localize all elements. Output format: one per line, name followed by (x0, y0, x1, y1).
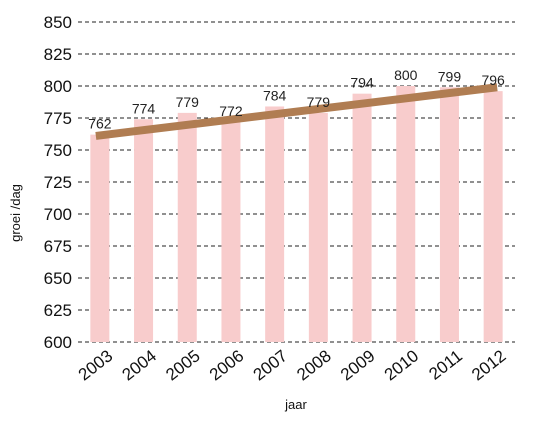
y-tick-label: 625 (44, 301, 72, 320)
trendline-group (95, 83, 498, 140)
x-tick-label: 2006 (206, 346, 248, 384)
x-tick-label: 2003 (75, 346, 117, 384)
data-label: 799 (438, 68, 462, 84)
bar (177, 112, 197, 342)
y-tick-label: 825 (44, 45, 72, 64)
bar (221, 121, 241, 342)
x-axis-ticks: 2003 2004 2005 2006 2007 2008 2009 2010 2011 2012 (75, 346, 510, 384)
bar (352, 93, 372, 343)
bars (90, 86, 503, 343)
y-tick-label: 800 (44, 77, 72, 96)
y-tick-label: 700 (44, 205, 72, 224)
y-tick-label: 600 (44, 333, 72, 352)
x-tick-label: 2011 (425, 346, 466, 383)
bar (308, 112, 328, 342)
x-axis-label: jaar (284, 397, 307, 412)
data-label: 794 (350, 75, 374, 91)
data-label: 779 (307, 94, 331, 110)
bar (134, 119, 154, 342)
x-tick-label: 2009 (337, 346, 379, 384)
data-labels: 762 774 779 772 784 779 794 800 799 796 (88, 67, 505, 132)
data-label: 796 (481, 72, 505, 88)
data-label: 762 (88, 116, 112, 132)
data-label: 800 (394, 67, 418, 83)
x-tick-label: 2008 (293, 346, 335, 384)
data-label: 772 (219, 103, 243, 119)
y-axis-label: groei /dag (8, 184, 23, 242)
x-tick-label: 2010 (381, 346, 423, 384)
bar (396, 86, 416, 342)
bar (90, 134, 110, 342)
bar (439, 87, 459, 342)
y-axis-ticks: 600 625 650 675 700 725 750 775 800 825 850 (44, 13, 72, 352)
x-tick-label: 2007 (250, 346, 292, 384)
trendline (95, 83, 498, 140)
y-tick-label: 650 (44, 269, 72, 288)
x-tick-label: 2005 (162, 346, 204, 384)
y-tick-label: 725 (44, 173, 72, 192)
x-tick-label: 2012 (468, 346, 510, 384)
bar (265, 106, 285, 342)
data-label: 779 (176, 94, 200, 110)
y-tick-label: 850 (44, 13, 72, 32)
y-tick-label: 750 (44, 141, 72, 160)
bar (483, 91, 503, 343)
data-label: 774 (132, 100, 156, 116)
y-tick-label: 675 (44, 237, 72, 256)
x-tick-label: 2004 (119, 346, 161, 384)
y-tick-label: 775 (44, 109, 72, 128)
data-label: 784 (263, 87, 287, 103)
